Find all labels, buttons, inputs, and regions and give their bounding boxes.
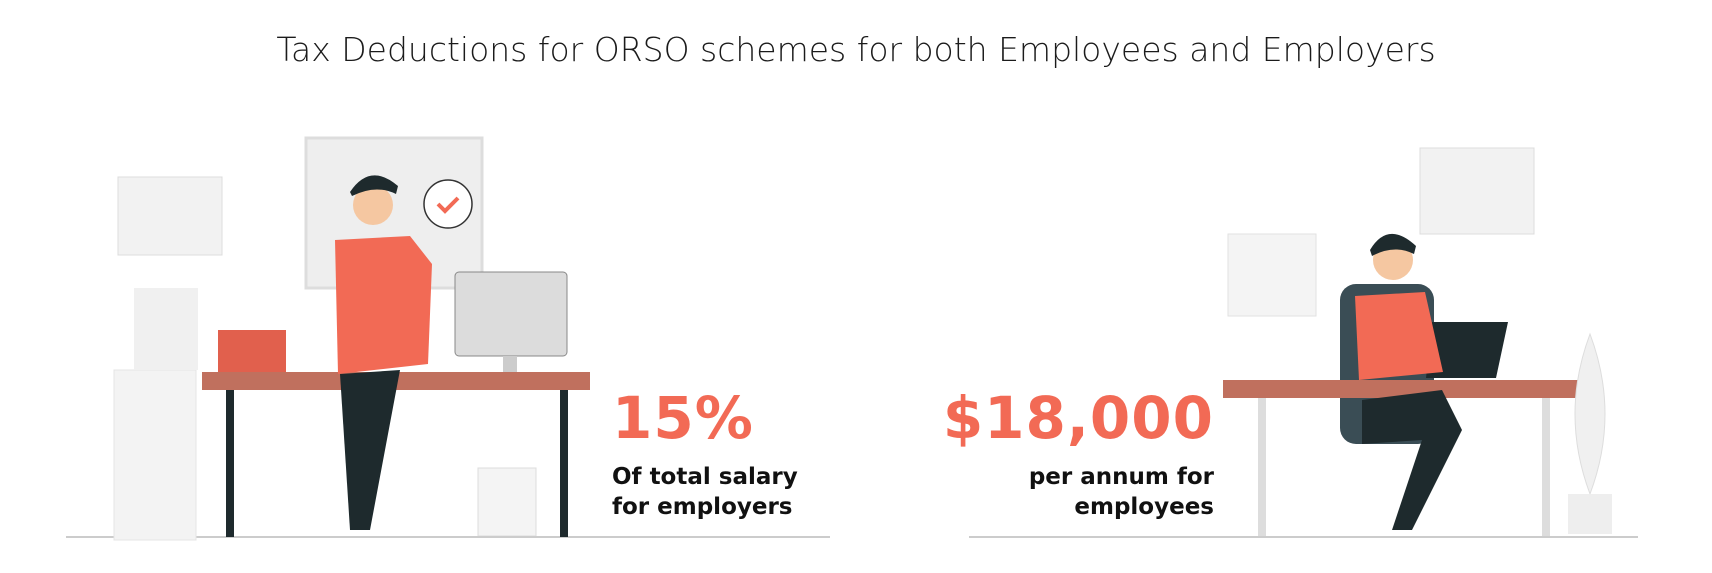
laptop <box>1426 322 1508 378</box>
desk-top <box>1223 380 1589 398</box>
stat-caption: per annum for employees <box>1028 464 1214 520</box>
calendar <box>1227 233 1317 317</box>
hair <box>1370 233 1416 256</box>
cabinet <box>113 369 197 541</box>
desk-leg <box>1542 398 1550 536</box>
plant-pot <box>1568 494 1612 534</box>
books <box>218 330 286 372</box>
hair <box>350 175 398 196</box>
page-title: Tax Deductions for ORSO schemes for both… <box>276 30 1436 69</box>
trousers <box>340 370 400 530</box>
trousers <box>1362 390 1462 530</box>
check-bubble <box>423 179 473 229</box>
certificate <box>117 176 223 256</box>
plant <box>1574 332 1606 495</box>
monitor-stand <box>503 356 517 372</box>
stat-value: 15% <box>612 384 754 452</box>
desk-leg <box>1258 398 1266 536</box>
desk-leg <box>560 390 568 537</box>
stat-caption: Of total salary for employers <box>612 464 798 520</box>
head <box>353 185 393 225</box>
trash-bin <box>477 467 537 537</box>
certificate <box>1419 147 1535 235</box>
stat-value: $18,000 <box>942 384 1214 452</box>
coffee-machine <box>134 288 198 370</box>
monitor <box>454 271 568 357</box>
desk-leg <box>226 390 234 537</box>
jacket <box>335 236 432 374</box>
shirt <box>1355 292 1443 380</box>
check-mark <box>436 196 460 214</box>
